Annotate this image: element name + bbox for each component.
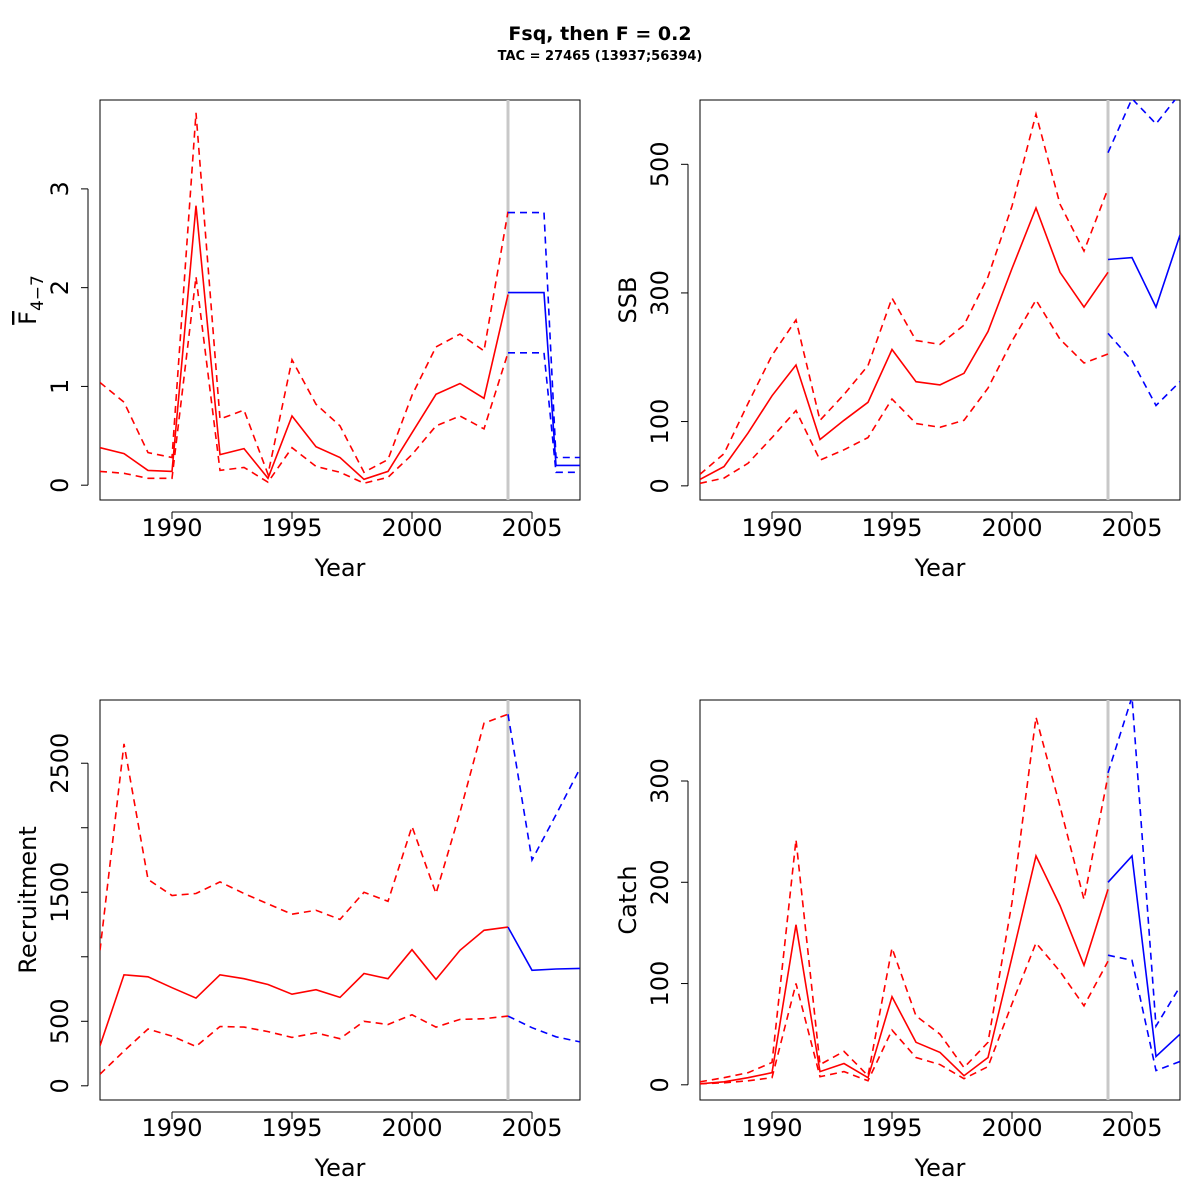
y-axis: 0 500 1500 2500 Recruitment bbox=[14, 733, 89, 1093]
projection-estimate-line-3 bbox=[508, 291, 580, 467]
projection-estimate-line-3 bbox=[1107, 234, 1180, 310]
series-group bbox=[100, 112, 580, 485]
projection-bound-line-5 bbox=[1107, 332, 1180, 407]
x-tick-label: 1995 bbox=[861, 514, 922, 542]
y-tick-label: 300 bbox=[646, 758, 674, 804]
y-axis: 0 100 200 300 Catch bbox=[614, 758, 689, 1092]
historic-bound-line-2 bbox=[700, 941, 1109, 1085]
x-axis-label: Year bbox=[314, 1154, 366, 1182]
y-tick-label: 500 bbox=[646, 141, 674, 187]
x-tick-label: 1995 bbox=[261, 1114, 322, 1142]
projection-estimate-line-3 bbox=[1107, 854, 1180, 1059]
series-group bbox=[700, 700, 1180, 1085]
x-tick-label: 2000 bbox=[981, 1114, 1042, 1142]
x-tick-label: 1990 bbox=[141, 1114, 202, 1142]
historic-bound-line-2 bbox=[100, 1013, 509, 1075]
y-tick-label: 0 bbox=[646, 478, 674, 493]
y-axis: 0 100 300 500 SSB bbox=[614, 141, 689, 493]
x-tick-label: 2005 bbox=[501, 1114, 562, 1142]
x-axis-label: Year bbox=[914, 1154, 966, 1182]
y-tick-label: 0 bbox=[646, 1077, 674, 1092]
y-tick-label: 1500 bbox=[46, 862, 74, 923]
y-tick-label: 300 bbox=[646, 270, 674, 316]
y-axis-label: SSB bbox=[614, 277, 642, 324]
projection-bound-line-5 bbox=[1107, 954, 1180, 1072]
historic-estimate-line-0 bbox=[700, 853, 1109, 1085]
x-axis: 1990 1995 2000 2005 Year bbox=[141, 511, 563, 582]
x-tick-label: 2005 bbox=[1101, 1114, 1162, 1142]
y-tick-label: 200 bbox=[646, 859, 674, 905]
x-tick-label: 2005 bbox=[501, 514, 562, 542]
y-tick-label: 1 bbox=[46, 379, 74, 394]
historic-bound-line-1 bbox=[700, 110, 1109, 475]
y-axis: 0 1 2 3 F4−7 bbox=[14, 181, 89, 493]
historic-bound-line-1 bbox=[100, 112, 509, 478]
plot-frame bbox=[99, 699, 581, 1101]
x-axis-label: Year bbox=[914, 554, 966, 582]
y-tick-label: 100 bbox=[646, 961, 674, 1007]
x-tick-label: 1990 bbox=[741, 1114, 802, 1142]
y-axis-label: F4−7 bbox=[14, 275, 48, 325]
y-tick-label: 2 bbox=[46, 280, 74, 295]
historic-bound-line-1 bbox=[100, 713, 509, 951]
projection-bound-line-5 bbox=[507, 1015, 580, 1043]
projection-bound-line-4 bbox=[507, 714, 580, 863]
figure-title: Fsq, then F = 0.2 bbox=[508, 23, 691, 45]
projection-bound-line-5 bbox=[508, 351, 580, 474]
figure-subtitle: TAC = 27465 (13937;56394) bbox=[498, 49, 703, 64]
recruitment-panel: 1990 1995 2000 2005 Year 0 500 1500 2500 Recruitm… bbox=[14, 699, 581, 1182]
x-tick-label: 2000 bbox=[981, 514, 1042, 542]
projection-bound-line-4 bbox=[1107, 700, 1180, 1029]
y-tick-label: 500 bbox=[46, 998, 74, 1044]
ssb-panel: 1990 1995 2000 2005 Year 0 100 300 500 SSB bbox=[614, 99, 1181, 582]
historic-estimate-line-0 bbox=[700, 205, 1109, 481]
x-tick-label: 1995 bbox=[261, 514, 322, 542]
y-tick-label: 0 bbox=[46, 1078, 74, 1093]
series-group bbox=[700, 100, 1180, 485]
x-tick-label: 1995 bbox=[861, 1114, 922, 1142]
x-axis: 1990 1995 2000 2005 Year bbox=[741, 511, 1163, 582]
x-axis-label: Year bbox=[314, 554, 366, 582]
plot-frame bbox=[99, 99, 581, 501]
y-tick-label: 2500 bbox=[46, 733, 74, 794]
historic-bound-line-2 bbox=[100, 276, 509, 485]
x-tick-label: 1990 bbox=[741, 514, 802, 542]
series-group bbox=[100, 713, 580, 1075]
y-tick-label: 100 bbox=[646, 399, 674, 445]
x-tick-label: 2005 bbox=[1101, 514, 1162, 542]
historic-estimate-line-0 bbox=[100, 926, 509, 1047]
x-tick-label: 1990 bbox=[141, 514, 202, 542]
historic-estimate-line-0 bbox=[100, 205, 509, 481]
historic-bound-line-1 bbox=[700, 716, 1109, 1083]
f-panel: 1990 1995 2000 2005 Year 0 1 2 3 F4−7 bbox=[14, 99, 581, 582]
x-tick-label: 2000 bbox=[381, 514, 442, 542]
y-tick-label: 0 bbox=[46, 478, 74, 493]
plot-frame bbox=[699, 699, 1181, 1101]
y-tick-label: 3 bbox=[46, 181, 74, 196]
y-axis-label: Recruitment bbox=[14, 826, 42, 973]
x-axis: 1990 1995 2000 2005 Year bbox=[741, 1111, 1163, 1182]
historic-bound-line-2 bbox=[700, 298, 1109, 485]
projection-bound-line-4 bbox=[1107, 100, 1176, 154]
plot-frame bbox=[699, 99, 1181, 501]
projection-estimate-line-3 bbox=[507, 926, 580, 972]
projection-bound-line-4 bbox=[508, 211, 580, 459]
catch-panel: 1990 1995 2000 2005 Year 0 100 200 300 Catch bbox=[614, 699, 1181, 1182]
y-axis-label: Catch bbox=[614, 865, 642, 934]
x-tick-label: 2000 bbox=[381, 1114, 442, 1142]
x-axis: 1990 1995 2000 2005 Year bbox=[141, 1111, 563, 1182]
